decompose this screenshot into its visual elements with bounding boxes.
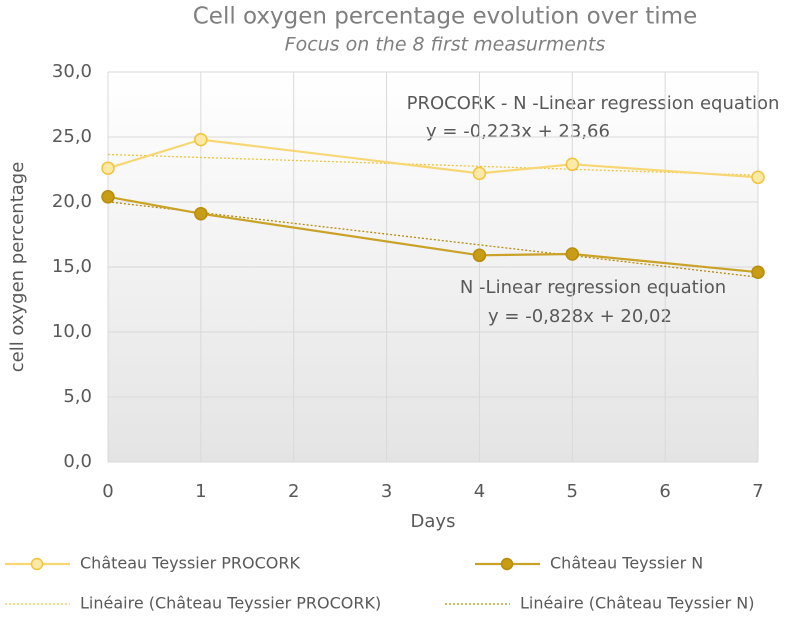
x-tick-label: 0 — [102, 481, 113, 502]
marker — [751, 170, 765, 185]
marker — [194, 206, 208, 221]
x-tick-label: 1 — [195, 481, 206, 502]
legend-marker — [30, 557, 44, 571]
legend-marker — [500, 557, 514, 571]
x-tick-label: 7 — [752, 481, 763, 502]
chart-subtitle: Focus on the 8 first measurments — [285, 34, 606, 56]
x-tick-label: 6 — [659, 481, 670, 502]
y-tick-label: 20,0 — [52, 191, 92, 212]
y-tick-label: 5,0 — [63, 386, 92, 407]
marker — [751, 265, 765, 279]
y-tick-label: 25,0 — [52, 126, 92, 147]
marker — [472, 248, 487, 263]
legend-label: Linéaire (Château Teyssier PROCORK) — [80, 594, 381, 613]
annotation: y = -0,223x + 23,66 — [426, 121, 610, 142]
y-tick-label: 15,0 — [52, 256, 92, 277]
y-tick-label: 30,0 — [52, 61, 92, 82]
legend-label: Linéaire (Château Teyssier N) — [520, 594, 754, 613]
marker — [565, 157, 580, 172]
marker — [194, 132, 208, 147]
marker — [472, 166, 487, 181]
x-tick-label: 4 — [474, 481, 485, 502]
x-tick-label: 3 — [381, 481, 392, 502]
x-tick-label: 5 — [567, 481, 578, 502]
annotation: N -Linear regression equation — [460, 277, 726, 298]
annotation: y = -0,828x + 20,02 — [488, 306, 672, 327]
y-axis-label: cell oxygen percentage — [7, 162, 28, 373]
chart-title: Cell oxygen percentage evolution over ti… — [193, 4, 698, 30]
trendline — [107, 201, 759, 278]
annotation: PROCORK - N -Linear regression equation — [407, 93, 780, 114]
trendline — [107, 153, 759, 176]
x-tick-label: 2 — [288, 481, 299, 502]
marker — [101, 161, 115, 175]
y-tick-label: 0,0 — [63, 451, 92, 472]
marker — [565, 247, 580, 261]
legend-label: Château Teyssier PROCORK — [80, 554, 301, 573]
marker — [101, 190, 115, 204]
y-tick-label: 10,0 — [52, 321, 92, 342]
legend-label: Château Teyssier N — [550, 554, 703, 573]
x-axis-label: Days — [411, 511, 456, 532]
